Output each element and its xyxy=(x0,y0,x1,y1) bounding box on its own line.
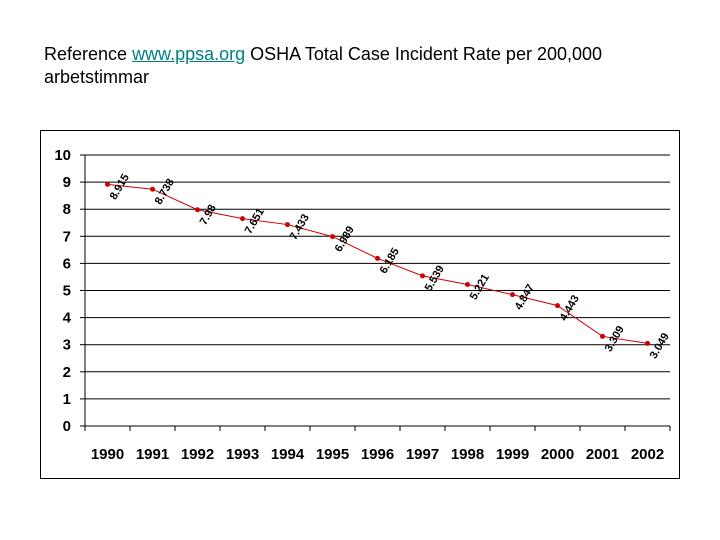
data-point-1992 xyxy=(195,207,200,213)
ytick-label-0: 0 xyxy=(63,418,71,435)
ytick-label-5: 5 xyxy=(63,283,71,300)
ytick-label-8: 8 xyxy=(63,201,71,218)
data-point-2001 xyxy=(600,333,605,339)
data-point-1990 xyxy=(105,181,110,187)
data-point-1998 xyxy=(465,282,470,288)
data-point-1994 xyxy=(285,222,290,228)
xtick-label-2000: 2000 xyxy=(541,446,574,463)
data-label-1992: 7.98 xyxy=(198,203,219,228)
data-point-1991 xyxy=(150,186,155,192)
data-label-2002: 3.049 xyxy=(648,331,672,361)
data-label-1997: 5.539 xyxy=(423,264,447,294)
data-label-1999: 4.847 xyxy=(513,282,537,312)
ytick-label-7: 7 xyxy=(63,228,71,245)
ytick-label-2: 2 xyxy=(63,364,71,381)
xtick-label-1995: 1995 xyxy=(316,446,349,463)
data-point-1999 xyxy=(510,292,515,298)
xtick-label-1997: 1997 xyxy=(406,446,439,463)
data-point-1997 xyxy=(420,273,425,279)
ytick-label-4: 4 xyxy=(63,310,72,327)
data-point-1995 xyxy=(330,234,335,240)
xtick-label-1990: 1990 xyxy=(91,446,124,463)
ytick-label-6: 6 xyxy=(63,255,71,272)
data-point-1996 xyxy=(375,255,380,261)
data-point-1993 xyxy=(240,216,245,222)
title-prefix: Reference xyxy=(44,44,133,64)
data-point-2000 xyxy=(555,303,560,309)
xtick-label-1992: 1992 xyxy=(181,446,214,463)
xtick-label-2002: 2002 xyxy=(631,446,664,463)
data-label-1998: 5.221 xyxy=(468,272,492,302)
ytick-label-10: 10 xyxy=(54,147,71,164)
xtick-label-1993: 1993 xyxy=(226,446,259,463)
data-label-1991: 8.738 xyxy=(153,177,177,207)
xtick-label-1999: 1999 xyxy=(496,446,529,463)
data-label-1995: 6.989 xyxy=(333,224,357,254)
data-point-2002 xyxy=(645,340,650,346)
xtick-label-1996: 1996 xyxy=(361,446,394,463)
ytick-label-3: 3 xyxy=(63,337,71,354)
title-link[interactable]: www.ppsa.org xyxy=(132,44,246,64)
ytick-label-1: 1 xyxy=(63,391,71,408)
ytick-label-9: 9 xyxy=(63,174,71,191)
chart-title: Reference www.ppsa.org OSHA Total Case I… xyxy=(44,43,704,89)
xtick-label-1998: 1998 xyxy=(451,446,484,463)
data-label-2001: 3.309 xyxy=(603,324,627,354)
xtick-label-2001: 2001 xyxy=(586,446,619,463)
data-label-1994: 7.433 xyxy=(288,212,312,242)
xtick-label-1991: 1991 xyxy=(136,446,169,463)
xtick-label-1994: 1994 xyxy=(271,446,305,463)
title-suffix: OSHA Total Case Incident Rate per 200,00… xyxy=(44,44,603,87)
data-label-1996: 6.185 xyxy=(378,246,402,276)
